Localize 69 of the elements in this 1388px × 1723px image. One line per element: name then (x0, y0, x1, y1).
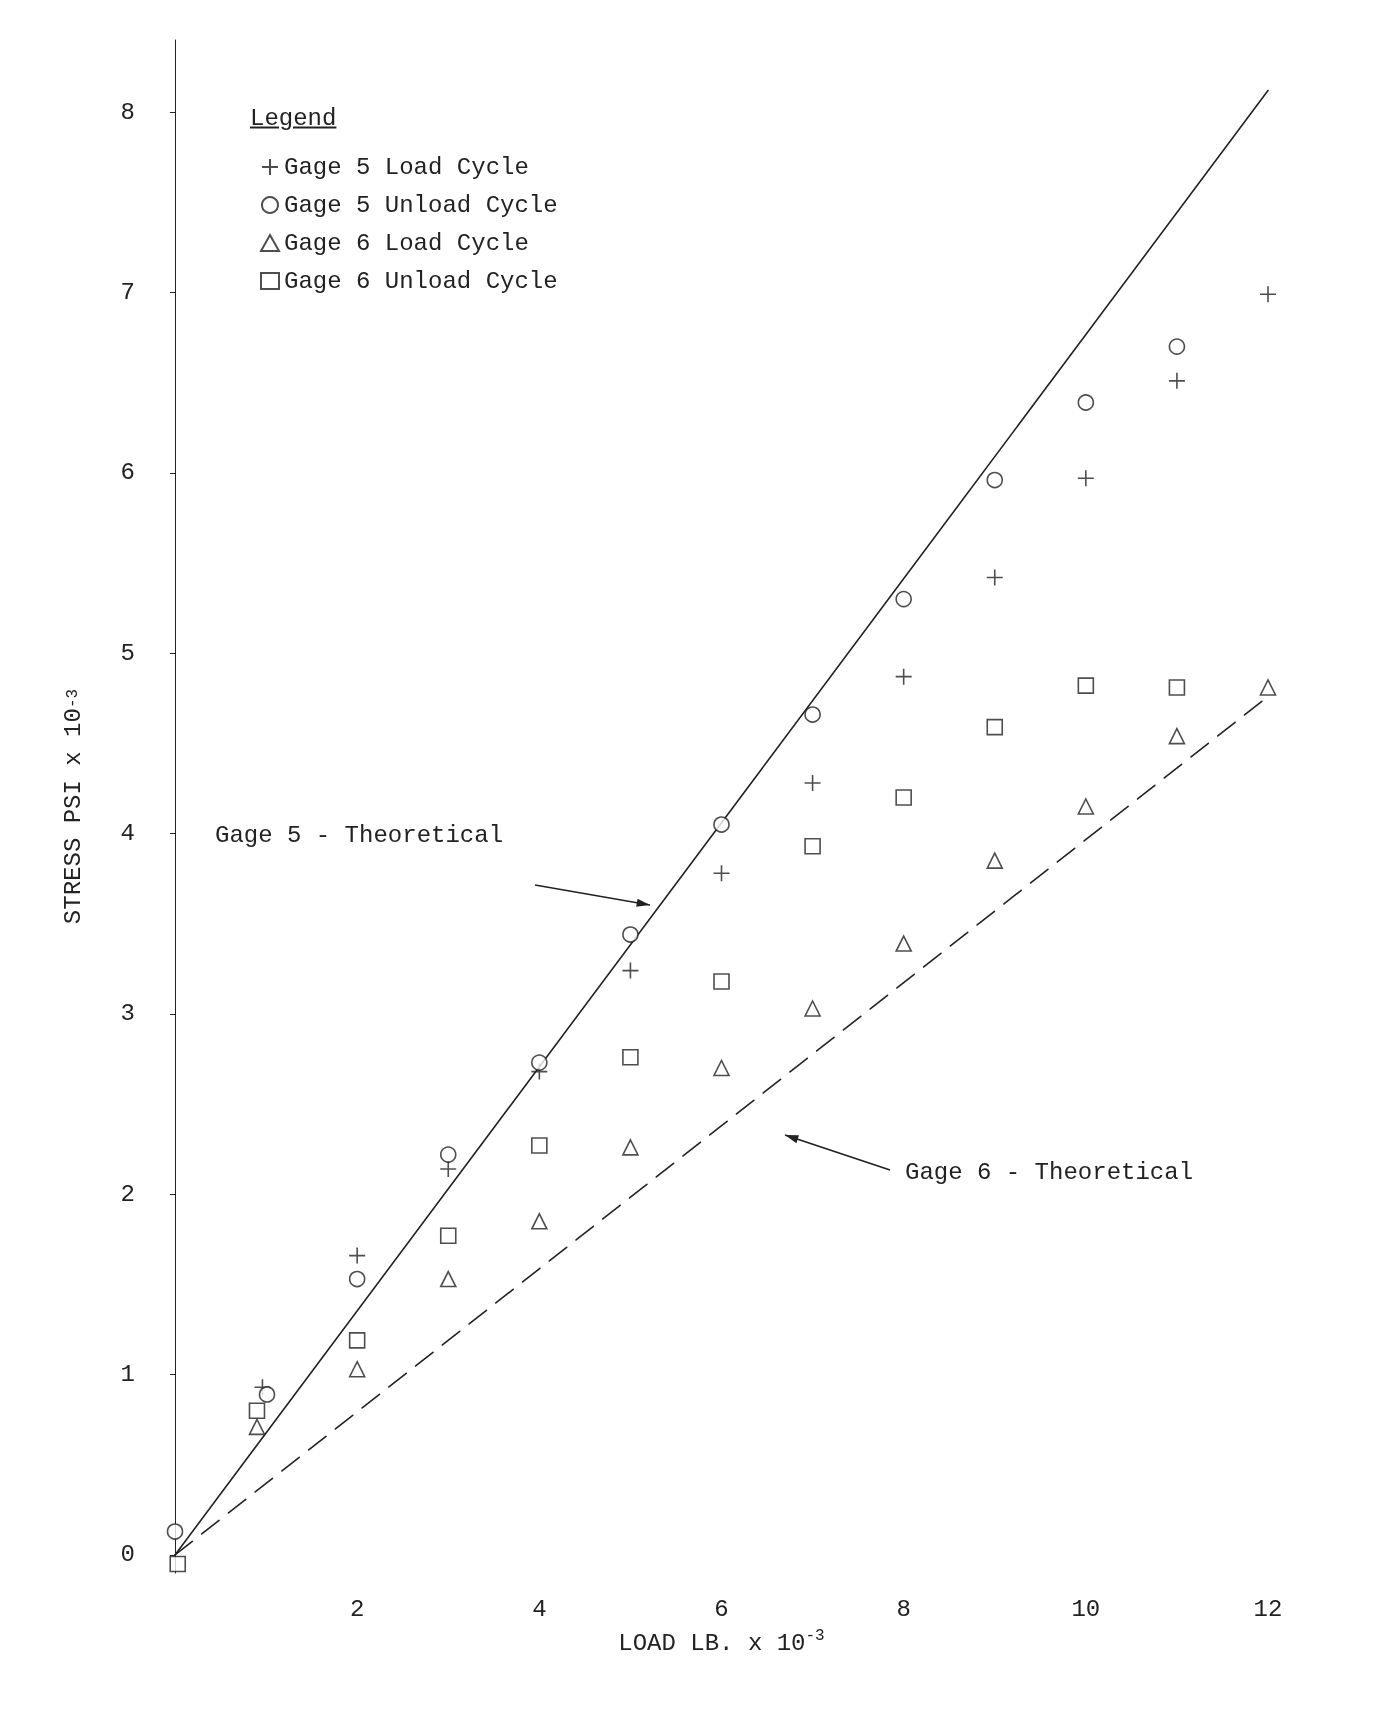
point (804, 1000, 821, 1017)
point (439, 1270, 457, 1288)
point (169, 1555, 187, 1573)
y-tick-label: 1 (120, 1361, 135, 1389)
x-tick-label: 12 (1253, 1595, 1283, 1623)
x-tick-label: 6 (714, 1595, 729, 1623)
point (348, 1246, 366, 1265)
point (531, 1137, 548, 1154)
point (895, 789, 912, 806)
y-tick-label: 3 (120, 1000, 135, 1028)
point (258, 1386, 276, 1403)
y-tick-label: 4 (120, 820, 135, 848)
x-tick-label: 2 (349, 1595, 365, 1623)
x-tick-label: 10 (1071, 1595, 1101, 1623)
point (1168, 338, 1186, 355)
point (986, 852, 1004, 869)
annotation: Gage 6 - Theoretical (905, 1158, 1194, 1186)
point (1077, 394, 1095, 411)
point (895, 590, 912, 608)
point (248, 1402, 266, 1419)
legend-label: Gage 6 Load Cycle (284, 229, 529, 257)
y-tick-label: 0 (120, 1541, 135, 1569)
y-tick-label: 5 (120, 639, 135, 667)
point (804, 706, 821, 723)
point (531, 1213, 548, 1230)
point (713, 816, 730, 833)
y-tick-label: 7 (120, 278, 135, 306)
point (985, 568, 1004, 587)
point (348, 1270, 366, 1288)
point (894, 667, 913, 686)
point (713, 1059, 730, 1077)
point (439, 1160, 458, 1178)
point (531, 1054, 548, 1071)
point (1259, 285, 1277, 304)
y-tick-label: 2 (120, 1180, 135, 1208)
point (248, 1418, 266, 1436)
point (803, 774, 822, 792)
x-tick-label: 8 (896, 1595, 911, 1623)
point (348, 1360, 366, 1378)
point (439, 1227, 457, 1245)
point (713, 973, 730, 990)
legend-label: Gage 5 Unload Cycle (284, 191, 558, 219)
point (1259, 679, 1277, 696)
annotation: Gage 5 - Theoretical (215, 821, 504, 849)
point (622, 1048, 639, 1066)
point (622, 926, 639, 943)
point (1168, 679, 1186, 696)
point (986, 718, 1004, 736)
point (712, 864, 731, 883)
point (348, 1332, 366, 1349)
legend-label: Gage 5 Load Cycle (284, 153, 529, 181)
point (804, 837, 821, 855)
legend-label: Gage 6 Unload Cycle (284, 267, 558, 295)
point (622, 1139, 639, 1156)
point (1168, 372, 1186, 390)
y-tick-label: 6 (120, 459, 135, 487)
point (986, 471, 1004, 489)
point (1077, 798, 1095, 815)
point (1168, 727, 1186, 745)
point (895, 935, 912, 952)
point (439, 1146, 457, 1163)
point (1077, 469, 1095, 488)
point (621, 961, 640, 980)
point (166, 1523, 184, 1540)
point (1077, 677, 1095, 694)
x-tick-label: 4 (532, 1595, 547, 1623)
legend-title: Legend (250, 104, 337, 132)
y-axis-title: STRESS PSI x 10-3 (59, 688, 87, 925)
y-tick-label: 8 (120, 98, 135, 126)
